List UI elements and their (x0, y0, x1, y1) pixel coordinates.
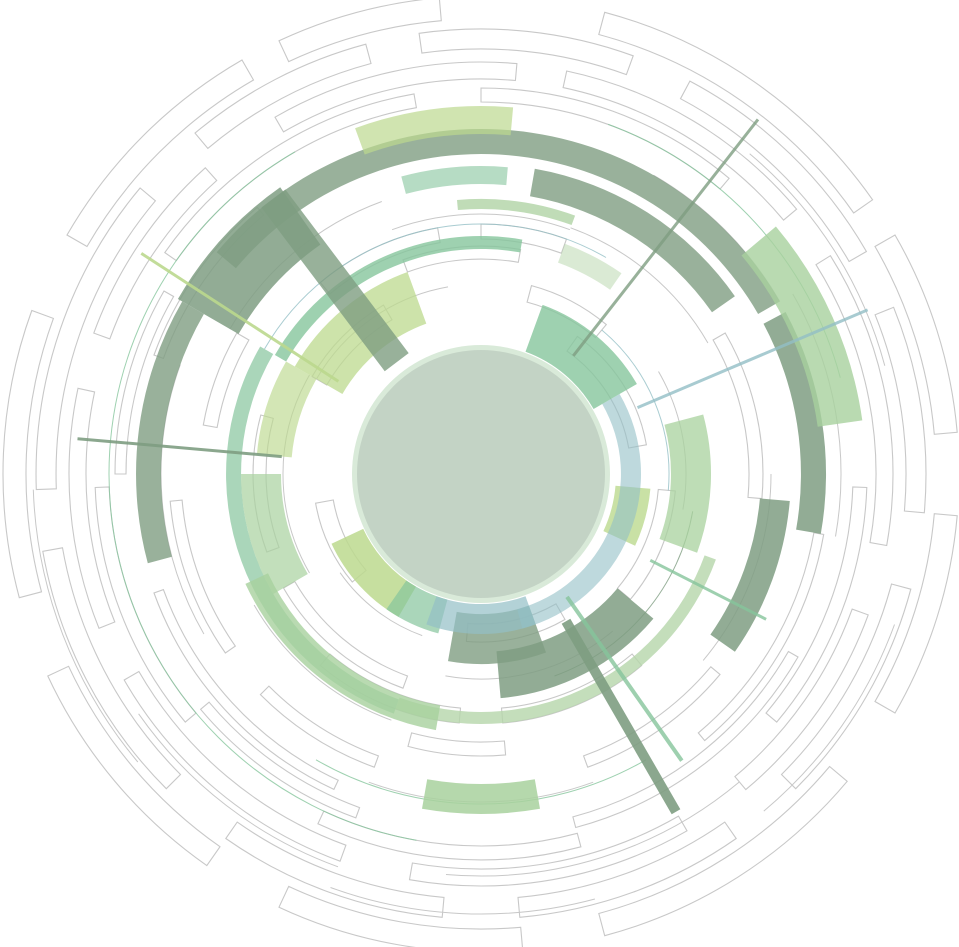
radial-bar (636, 308, 869, 409)
outline-segment (734, 608, 869, 791)
center-disc-layer (352, 345, 610, 603)
color-band (710, 498, 790, 652)
color-band (763, 312, 827, 534)
color-band (256, 361, 317, 458)
radial-bar (261, 189, 409, 372)
outline-segment (780, 583, 912, 790)
outline-arc (445, 781, 740, 877)
outline-segment (225, 821, 445, 918)
outline-segment (408, 815, 688, 887)
color-band (245, 573, 441, 731)
color-band (525, 304, 637, 409)
radial-bar (140, 252, 340, 383)
color-band (422, 779, 540, 814)
outline-segment (66, 59, 255, 248)
outline-segment (697, 532, 825, 742)
color-band (659, 414, 712, 553)
hairline-arc (108, 151, 417, 841)
outline-segment (874, 234, 958, 435)
color-band (558, 243, 622, 290)
outline-segment (123, 670, 347, 862)
outline-segment (598, 765, 848, 937)
outline-segment (679, 80, 868, 263)
outline-segment (2, 309, 55, 599)
outline-arc (763, 624, 895, 812)
outline-segment (202, 332, 250, 429)
outline-segment (562, 70, 798, 221)
outline-segment (815, 254, 894, 547)
color-band (426, 596, 536, 635)
outline-segment (259, 685, 380, 768)
outline-segment (199, 701, 361, 819)
color-band (530, 168, 735, 313)
radial-bar (77, 437, 282, 459)
color-band (331, 528, 416, 617)
outline-segment (153, 588, 339, 791)
outline-segment (418, 28, 634, 76)
outline-arc (32, 489, 139, 763)
radial-bar (649, 558, 767, 621)
color-band (216, 128, 780, 314)
outline-arc (339, 572, 423, 637)
radial-bar-layer (77, 118, 869, 815)
color-band (241, 474, 308, 594)
outline-segment (68, 387, 116, 630)
radial-bar (565, 595, 684, 762)
center-disc (357, 350, 605, 598)
outline-arc (160, 364, 205, 635)
outline-segment (42, 547, 182, 790)
colored-band-layer (136, 105, 863, 814)
color-band (457, 198, 576, 225)
outline-segment (765, 486, 868, 723)
outline-segment (47, 665, 221, 867)
outline-segment (274, 61, 518, 133)
outline-segment (712, 332, 764, 500)
outline-arc (391, 213, 571, 231)
outline-segment (572, 650, 799, 829)
radial-bar (561, 618, 681, 815)
color-band (517, 394, 642, 629)
outline-segment (317, 810, 582, 861)
outline-segment (517, 821, 737, 918)
color-band (136, 301, 204, 564)
outline-segment (278, 885, 523, 947)
outline-segment (500, 653, 643, 724)
color-band (355, 105, 514, 155)
outline-arc (570, 227, 709, 344)
outline-arc (138, 713, 339, 868)
outline-segment (407, 732, 507, 757)
hairline-arc (601, 329, 670, 491)
outline-segment (582, 666, 721, 768)
outline-segment (169, 499, 237, 654)
outline-segment (874, 306, 927, 514)
outline-segment (194, 43, 372, 150)
color-band (226, 346, 399, 714)
outline-segment (278, 0, 442, 63)
outline-segment (598, 11, 874, 214)
color-band (401, 166, 508, 194)
outline-arc (253, 604, 392, 721)
outline-segment (35, 187, 157, 491)
radial-bar (572, 118, 760, 357)
color-band (274, 235, 523, 362)
outline-arc (749, 153, 886, 366)
outline-segment (93, 167, 218, 340)
hairline-arc (264, 223, 607, 350)
outline-segment (874, 513, 958, 714)
outline-segment (114, 290, 175, 475)
outline-arc (330, 887, 596, 915)
color-band (741, 226, 863, 427)
